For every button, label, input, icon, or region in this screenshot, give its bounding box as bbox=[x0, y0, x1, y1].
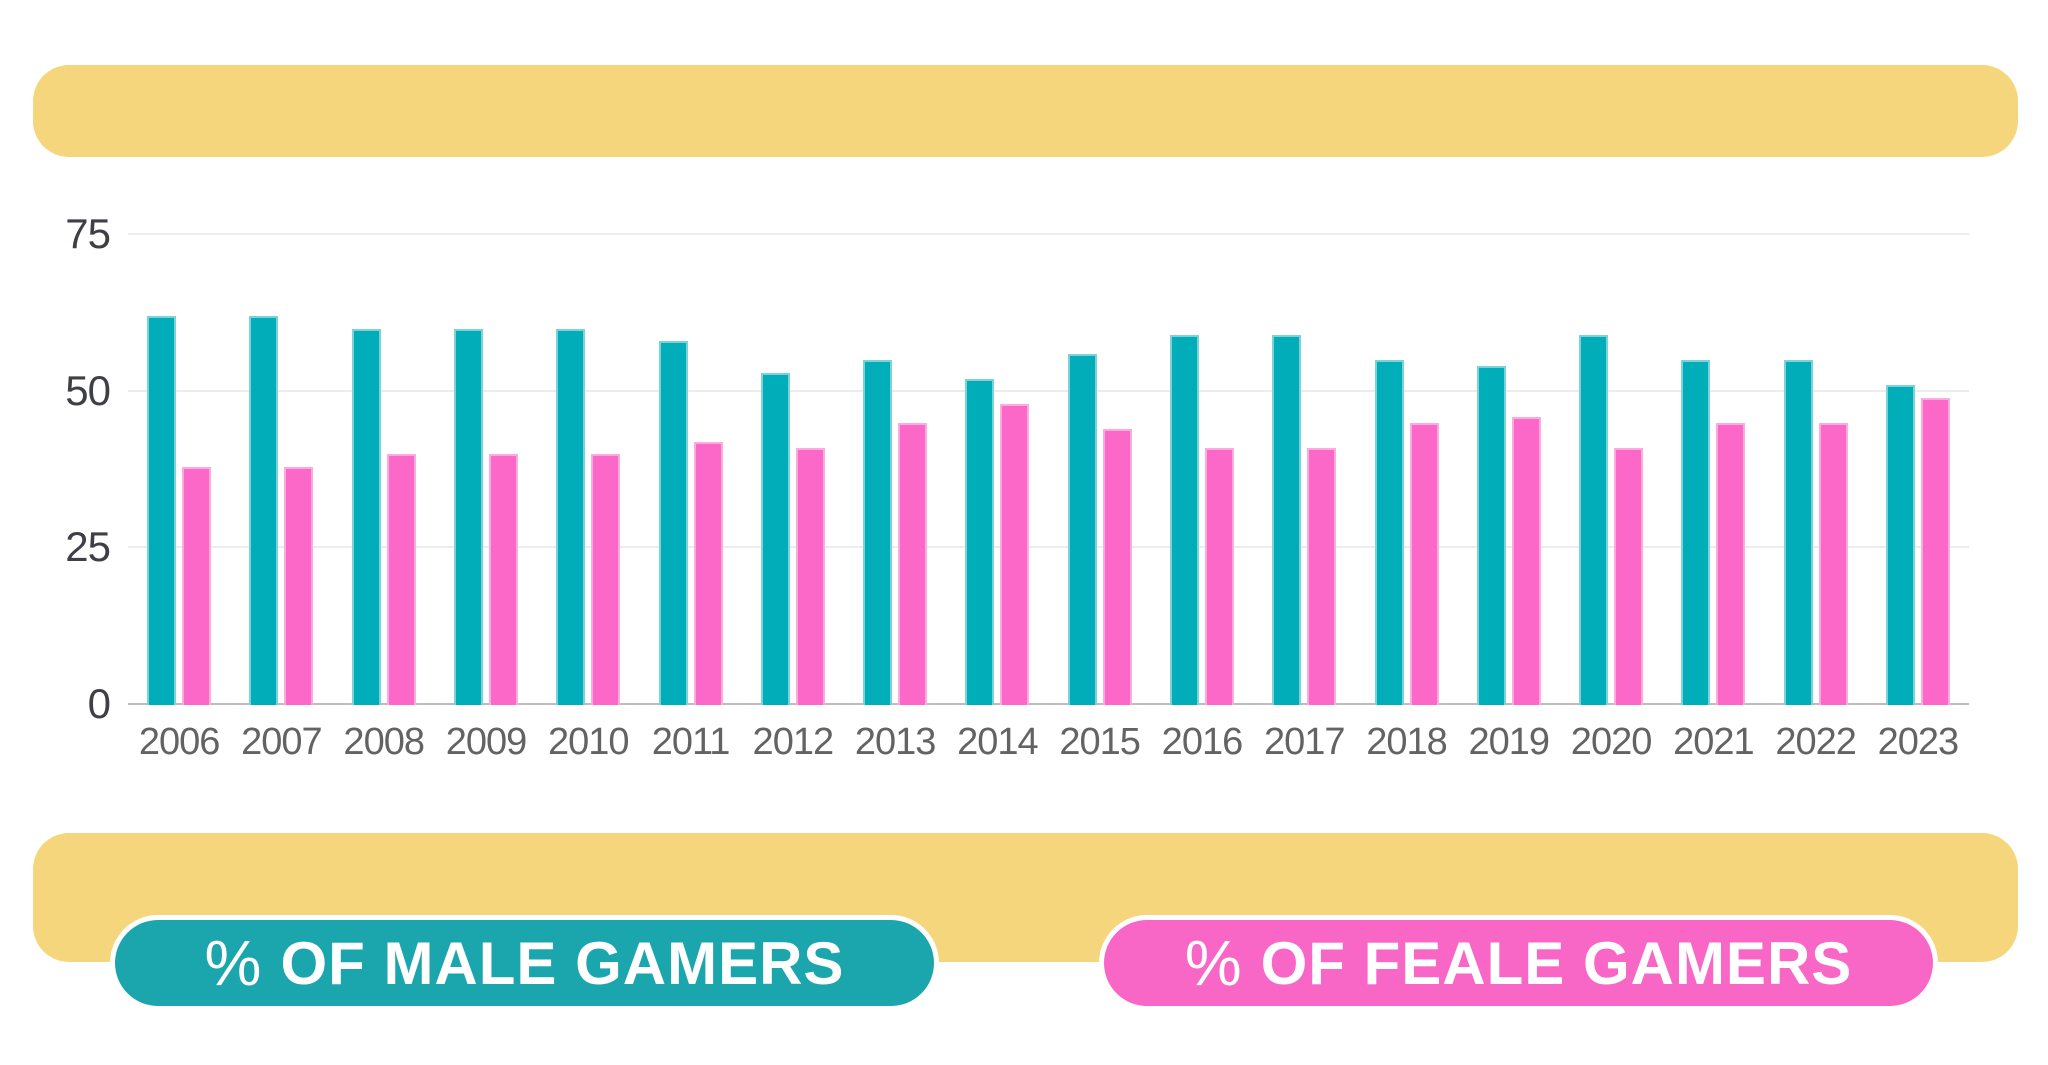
legend-female-pill: % OF FEALE GAMERS bbox=[1104, 920, 1933, 1006]
bar-male-2018 bbox=[1374, 360, 1404, 705]
bar-male-2006 bbox=[147, 316, 177, 705]
top-decor-band bbox=[33, 65, 2018, 157]
bar-female-2016 bbox=[1204, 447, 1234, 705]
percent-sign: % bbox=[204, 927, 263, 999]
x-tick-2011: 2011 bbox=[651, 721, 731, 763]
bar-male-2019 bbox=[1476, 366, 1506, 705]
bar-group-2016: 2016 bbox=[1151, 175, 1253, 763]
bar-female-2014 bbox=[1000, 404, 1030, 705]
bar-group-2018: 2018 bbox=[1355, 175, 1457, 763]
gridline-50: 50 bbox=[65, 367, 1969, 414]
bar-female-2015 bbox=[1102, 429, 1132, 705]
bar-male-2012 bbox=[760, 372, 790, 705]
bar-male-2010 bbox=[556, 328, 586, 705]
bar-female-2013 bbox=[898, 422, 928, 705]
y-tick-75: 75 bbox=[65, 209, 111, 257]
y-tick-0: 0 bbox=[87, 680, 111, 727]
x-tick-2023: 2023 bbox=[1877, 721, 1960, 763]
legend-male-label: OF MALE GAMERS bbox=[280, 929, 845, 997]
legend-male-pill: % OF MALE GAMERS bbox=[115, 920, 934, 1006]
x-tick-2012: 2012 bbox=[752, 721, 835, 763]
bar-group-2012: 2012 bbox=[742, 175, 844, 763]
legend-female-label: OF FEALE GAMERS bbox=[1260, 929, 1853, 997]
x-tick-2020: 2020 bbox=[1570, 721, 1653, 763]
y-tick-50: 50 bbox=[65, 366, 111, 414]
x-tick-2013: 2013 bbox=[854, 721, 937, 763]
bar-group-2014: 2014 bbox=[946, 175, 1048, 763]
bar-group-2015: 2015 bbox=[1049, 175, 1151, 763]
bar-group-2019: 2019 bbox=[1458, 175, 1560, 763]
bar-female-2009 bbox=[488, 454, 518, 705]
percent-sign: % bbox=[1184, 927, 1243, 999]
bar-group-2006: 2006 bbox=[128, 175, 230, 763]
x-tick-2006: 2006 bbox=[138, 721, 221, 763]
bar-female-2012 bbox=[795, 447, 825, 705]
plot-area: 0 25 50 75 2006 2007 2008 2009 2010 2011 2012 2013… bbox=[65, 175, 1969, 763]
y-tick-25: 25 bbox=[65, 523, 111, 571]
bar-group-2007: 2007 bbox=[230, 175, 332, 763]
bar-group-2023: 2023 bbox=[1867, 175, 1969, 763]
bar-female-2020 bbox=[1614, 447, 1644, 705]
bar-group-2022: 2022 bbox=[1765, 175, 1867, 763]
bar-female-2017 bbox=[1307, 447, 1337, 705]
bar-male-2011 bbox=[658, 341, 688, 705]
x-tick-2017: 2017 bbox=[1263, 721, 1346, 763]
bar-group-2010: 2010 bbox=[537, 175, 639, 763]
bar-female-2018 bbox=[1409, 422, 1439, 705]
bar-male-2015 bbox=[1067, 353, 1097, 705]
bar-group-2011: 2011 bbox=[639, 175, 741, 763]
bar-male-2016 bbox=[1169, 335, 1199, 705]
gridline-75: 75 bbox=[65, 210, 1969, 257]
x-tick-2021: 2021 bbox=[1673, 721, 1755, 763]
x-tick-2008: 2008 bbox=[343, 721, 425, 763]
x-tick-2014: 2014 bbox=[957, 721, 1039, 763]
bar-female-2008 bbox=[386, 454, 416, 705]
x-tick-2019: 2019 bbox=[1468, 721, 1551, 763]
x-tick-2022: 2022 bbox=[1775, 721, 1857, 763]
bar-male-2017 bbox=[1272, 335, 1302, 705]
bar-group-2021: 2021 bbox=[1662, 175, 1764, 763]
bar-male-2008 bbox=[351, 328, 381, 705]
bar-male-2020 bbox=[1579, 335, 1609, 705]
gridline-25: 25 bbox=[65, 523, 1969, 570]
x-tick-2010: 2010 bbox=[547, 721, 630, 763]
bar-female-2011 bbox=[693, 441, 723, 705]
bar-female-2021 bbox=[1716, 422, 1746, 705]
bar-groups-row: 2006 2007 2008 2009 2010 2011 2012 2013 2014 2015… bbox=[128, 175, 1969, 763]
x-tick-2009: 2009 bbox=[445, 721, 528, 763]
bar-male-2023 bbox=[1885, 385, 1915, 705]
bar-female-2023 bbox=[1920, 397, 1950, 705]
bar-female-2006 bbox=[182, 466, 212, 705]
bar-male-2014 bbox=[965, 378, 995, 705]
bar-female-2019 bbox=[1511, 416, 1541, 705]
bar-male-2013 bbox=[863, 360, 893, 705]
bar-group-2020: 2020 bbox=[1560, 175, 1662, 763]
bar-male-2021 bbox=[1681, 360, 1711, 705]
x-tick-2007: 2007 bbox=[241, 721, 323, 763]
x-tick-2016: 2016 bbox=[1161, 721, 1244, 763]
bar-group-2008: 2008 bbox=[333, 175, 435, 763]
x-tick-2015: 2015 bbox=[1059, 721, 1141, 763]
bar-group-2009: 2009 bbox=[435, 175, 537, 763]
bar-male-2007 bbox=[249, 316, 279, 705]
bar-male-2009 bbox=[453, 328, 483, 705]
bar-male-2022 bbox=[1783, 360, 1813, 705]
x-tick-2018: 2018 bbox=[1366, 721, 1448, 763]
bar-female-2022 bbox=[1818, 422, 1848, 705]
gridline-0: 0 bbox=[88, 680, 1969, 727]
bar-group-2017: 2017 bbox=[1253, 175, 1355, 763]
bar-female-2010 bbox=[591, 454, 621, 705]
grid-layer: 0 25 50 75 bbox=[65, 175, 1969, 727]
bar-group-2013: 2013 bbox=[844, 175, 946, 763]
bar-female-2007 bbox=[284, 466, 314, 705]
